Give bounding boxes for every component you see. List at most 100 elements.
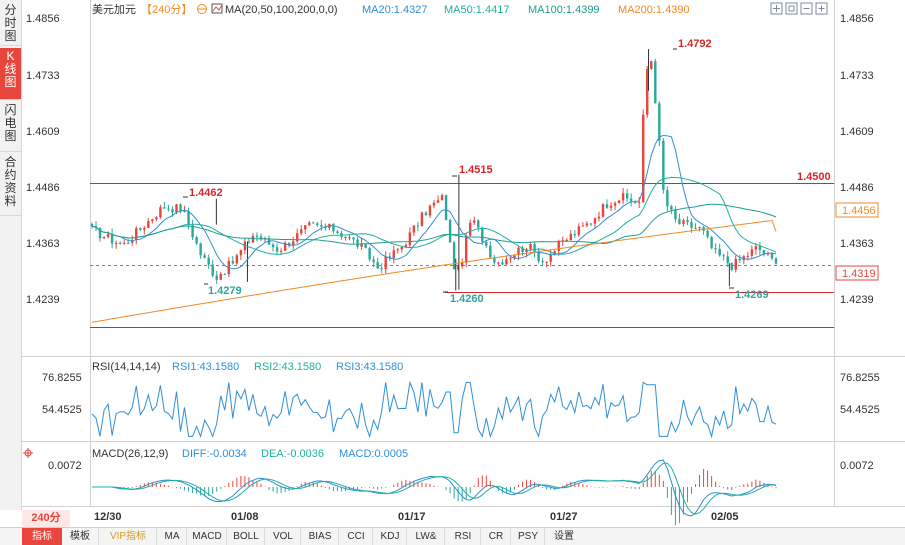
candle-body — [171, 209, 174, 213]
rsi-settings-label[interactable]: RSI(14,14,14) — [92, 361, 160, 373]
candle-body — [404, 245, 408, 247]
candle-body — [243, 241, 247, 251]
rsi3-value: RSI3:43.1580 — [336, 361, 403, 373]
tab-rsi[interactable]: RSI — [446, 528, 481, 545]
ma20-line — [91, 134, 777, 270]
tab-ma[interactable]: MA — [158, 528, 187, 545]
side-tab-kline[interactable]: K线图 — [0, 48, 21, 100]
candle-body — [706, 230, 709, 237]
zoom-out-icon[interactable] — [800, 2, 813, 15]
y-tick-label-right: 1.4733 — [840, 70, 874, 82]
candle-body — [521, 247, 524, 252]
diff-value: DIFF:-0.0034 — [182, 448, 247, 460]
candlestick-series[interactable] — [90, 49, 778, 291]
tab-lw[interactable]: LW& — [408, 528, 445, 545]
candle-body — [300, 229, 303, 234]
candle-body — [734, 258, 737, 270]
dea-line — [92, 462, 777, 515]
candle-body — [754, 246, 758, 250]
chart-canvas[interactable]: 美元加元 【240分】 MA(20,50,100,200,0,0) MA20:1… — [0, 0, 905, 527]
candle-body — [625, 193, 629, 199]
tab-vip-indicator[interactable]: VIP指标 — [100, 528, 157, 545]
candle-body — [372, 259, 375, 263]
candle-body — [388, 256, 391, 259]
candle-body — [392, 250, 395, 259]
period-badge[interactable]: 240分 — [22, 510, 70, 527]
chart-icon[interactable] — [211, 3, 223, 14]
ma-settings-label[interactable]: MA(20,50,100,200,0,0) — [225, 4, 338, 16]
sun-icon[interactable] — [23, 448, 33, 458]
annotation-low-1.4279: 1.4279 — [204, 283, 242, 297]
candle-body — [203, 255, 206, 258]
candle-body — [135, 228, 138, 241]
candle-body — [131, 240, 134, 243]
candle-body — [167, 208, 170, 210]
macd-settings-label[interactable]: MACD(26,12,9) — [92, 448, 168, 460]
candle-body — [255, 235, 259, 237]
annotation-low-1.4269: 1.4269 — [729, 287, 769, 301]
y-tick-label: 1.4486 — [26, 182, 60, 194]
candle-body — [710, 236, 713, 248]
zoom-in-icon[interactable] — [815, 2, 828, 15]
tab-cr[interactable]: CR — [482, 528, 511, 545]
y-tick-label: 1.4733 — [26, 70, 60, 82]
rsi-line — [91, 380, 777, 439]
candle-body — [408, 232, 412, 246]
candle-body — [199, 243, 202, 256]
tab-bias[interactable]: BIAS — [302, 528, 339, 545]
candle-body — [682, 220, 685, 225]
candle-body — [312, 222, 315, 224]
candle-body — [589, 223, 593, 225]
candle-body — [275, 247, 279, 252]
tab-template[interactable]: 模板 — [62, 528, 99, 545]
candle-body — [629, 198, 633, 202]
candle-body — [577, 226, 581, 236]
tab-psy[interactable]: PSY — [512, 528, 545, 545]
tab-boll[interactable]: BOLL — [228, 528, 265, 545]
macd-tick-label-right: 0.0072 — [840, 460, 874, 472]
candle-body — [424, 212, 428, 216]
candle-body — [235, 255, 239, 264]
svg-text:1.4792: 1.4792 — [678, 38, 712, 50]
tab-cci[interactable]: CCI — [340, 528, 373, 545]
tab-vol[interactable]: VOL — [266, 528, 301, 545]
candle-body — [762, 250, 766, 255]
tab-macd[interactable]: MACD — [188, 528, 227, 545]
fullscreen-icon[interactable] — [785, 2, 798, 15]
rsi-tick-label-right: 76.8255 — [840, 372, 880, 384]
candle-body — [191, 225, 194, 238]
tab-indicator[interactable]: 指标 — [22, 528, 62, 545]
tab-kdj[interactable]: KDJ — [374, 528, 407, 545]
candle-body — [650, 61, 653, 69]
side-tab-flash[interactable]: 闪电图 — [0, 102, 21, 152]
candle-body — [90, 223, 94, 227]
x-tick-label: 01/08 — [231, 511, 259, 523]
candle-body — [283, 242, 287, 251]
y-tick-label-right: 1.4239 — [840, 294, 874, 306]
candle-body — [356, 239, 359, 247]
candle-body — [537, 251, 540, 262]
symbol-name: 美元加元 — [92, 3, 136, 16]
candle-body — [215, 275, 218, 280]
candle-body — [601, 204, 605, 217]
candle-body — [557, 241, 560, 252]
y-tick-label-right: 1.4856 — [840, 13, 874, 25]
target-icon[interactable] — [197, 4, 207, 14]
tab-settings[interactable]: 设置 — [554, 531, 574, 542]
candle-body — [481, 227, 484, 242]
candle-body — [730, 263, 733, 270]
ma50-line — [91, 176, 777, 255]
candle-body — [436, 200, 440, 203]
candle-body — [621, 193, 625, 201]
candle-body — [247, 241, 251, 243]
candle-body — [573, 234, 577, 236]
side-tab-timeshare[interactable]: 分时图 — [0, 2, 21, 46]
candle-body — [279, 250, 283, 252]
annotation-high-1.4462: 1.4462 — [183, 187, 223, 199]
side-tab-contract[interactable]: 合约资料 — [0, 154, 21, 216]
candle-body — [291, 241, 295, 246]
macd-histogram — [92, 459, 777, 526]
crosshair-icon[interactable] — [770, 2, 783, 15]
candle-body — [143, 228, 146, 230]
candle-body — [110, 233, 114, 244]
